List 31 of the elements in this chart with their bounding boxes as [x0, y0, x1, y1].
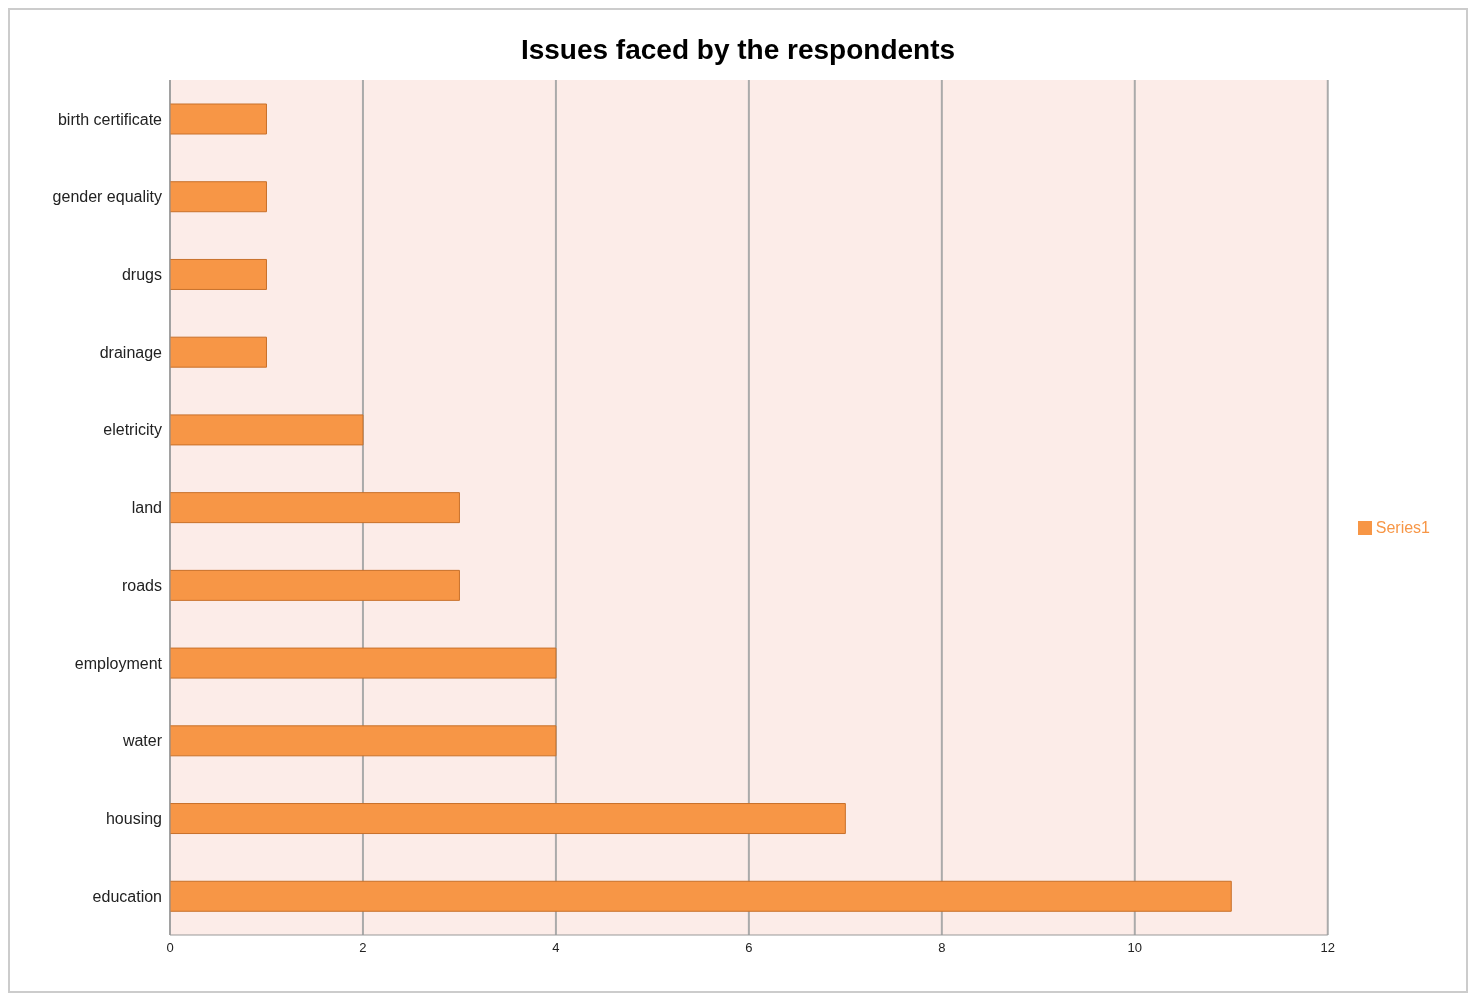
y-tick-label: birth certificate	[57, 110, 163, 128]
y-tick-label: water	[121, 732, 163, 750]
bar	[170, 492, 460, 524]
bar	[170, 803, 846, 835]
y-tick-label: housing	[105, 810, 162, 828]
y-tick-label: roads	[121, 576, 162, 594]
y-tick-label: land	[131, 499, 162, 517]
x-tick-label: 4	[552, 940, 560, 956]
legend-label: Series1	[1375, 518, 1430, 536]
x-tick-label: 2	[359, 940, 367, 956]
x-tick-label: 8	[938, 940, 946, 956]
x-tick-label: 6	[745, 940, 753, 956]
bar	[170, 647, 557, 679]
bar	[170, 880, 1232, 912]
y-tick-label: eletricity	[103, 421, 162, 439]
bar	[170, 181, 267, 213]
y-tick-label: drugs	[121, 266, 162, 283]
x-tick-label: 12	[1320, 940, 1335, 956]
bar	[170, 569, 460, 601]
bar	[170, 336, 267, 368]
x-tick-label: 0	[166, 940, 174, 956]
bar	[170, 725, 557, 757]
chart-title: Issues faced by the respondents	[519, 33, 957, 67]
y-tick-label: gender equality	[52, 188, 162, 206]
bar	[170, 414, 364, 446]
bar	[170, 258, 267, 290]
y-tick-label: drainage	[99, 343, 163, 361]
x-tick-label: 10	[1127, 940, 1143, 956]
bar	[170, 103, 267, 135]
y-tick-label: education	[92, 887, 162, 905]
y-tick-label: employment	[74, 654, 163, 672]
